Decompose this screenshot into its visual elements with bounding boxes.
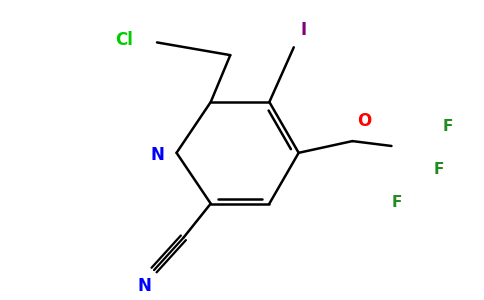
Text: N: N — [151, 146, 165, 164]
Text: O: O — [357, 112, 372, 130]
Text: Cl: Cl — [115, 32, 133, 50]
Text: N: N — [137, 277, 151, 295]
Text: F: F — [434, 162, 444, 177]
Text: F: F — [391, 195, 402, 210]
Text: F: F — [442, 119, 453, 134]
Text: I: I — [301, 20, 307, 38]
